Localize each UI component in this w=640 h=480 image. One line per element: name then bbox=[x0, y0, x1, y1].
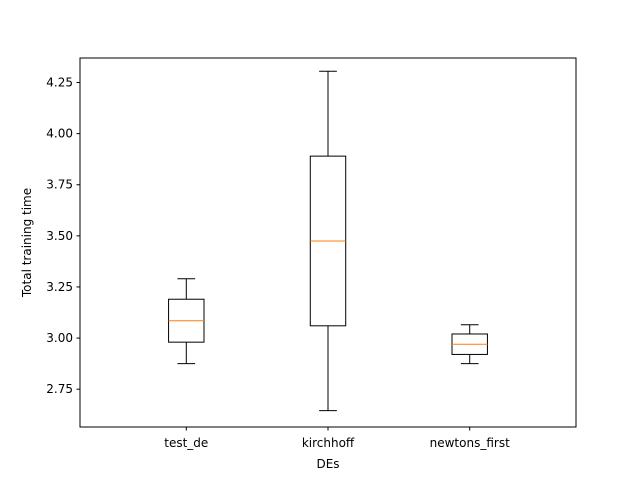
y-tick-label: 3.50 bbox=[46, 229, 73, 243]
x-axis-label: DEs bbox=[316, 457, 339, 471]
y-tick-label: 4.25 bbox=[46, 76, 73, 90]
y-axis-label: Total training time bbox=[20, 188, 34, 298]
y-tick-label: 3.25 bbox=[46, 280, 73, 294]
x-tick-label: kirchhoff bbox=[302, 436, 355, 450]
y-tick-label: 3.75 bbox=[46, 178, 73, 192]
y-tick-label: 2.75 bbox=[46, 382, 73, 396]
y-tick-label: 3.00 bbox=[46, 331, 73, 345]
x-tick-label: test_de bbox=[164, 436, 208, 450]
plot-area-frame bbox=[79, 57, 577, 428]
x-axis-ticks: test_de kirchhoff newtons_first bbox=[164, 427, 510, 450]
x-tick-label: newtons_first bbox=[430, 436, 510, 450]
box-test_de bbox=[168, 278, 205, 365]
plot-layer bbox=[168, 70, 488, 412]
y-tick-label: 4.00 bbox=[46, 127, 73, 141]
y-axis-ticks: 2.75 3.00 3.25 3.50 3.75 4.00 4.25 bbox=[46, 76, 80, 396]
box-kirchhoff bbox=[309, 70, 347, 412]
box-newtons_first bbox=[451, 324, 488, 365]
